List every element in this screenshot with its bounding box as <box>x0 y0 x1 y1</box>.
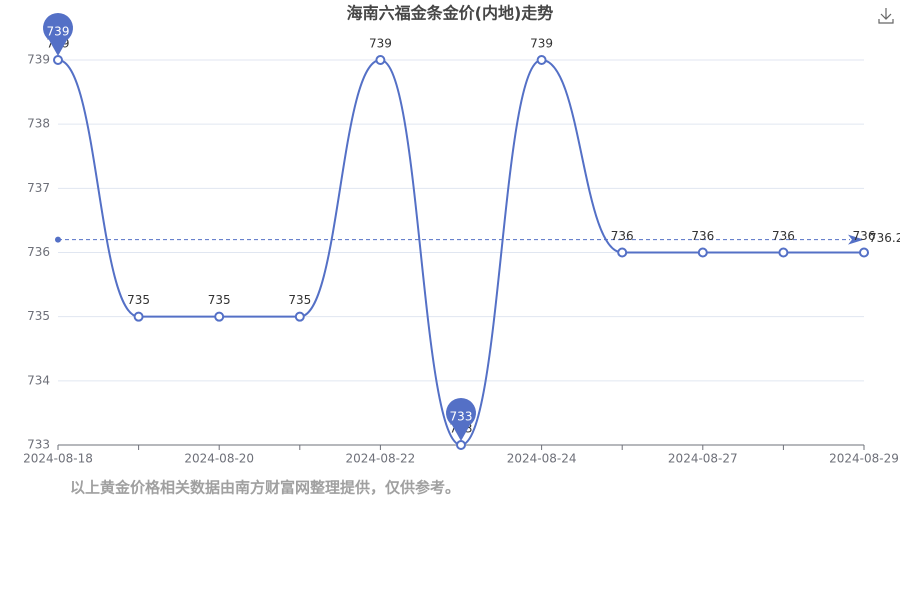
x-tick-label: 2024-08-24 <box>507 452 577 466</box>
x-tick-label: 2024-08-27 <box>668 452 738 466</box>
point <box>778 247 789 258</box>
pin-label: 733 <box>450 410 473 424</box>
y-tick-label: 733 <box>27 438 50 452</box>
point <box>214 311 225 322</box>
pin-label: 739 <box>47 25 70 39</box>
point <box>375 55 386 65</box>
average-label: 736.2 <box>869 231 900 245</box>
point <box>294 311 305 322</box>
point <box>456 440 466 450</box>
y-tick-label: 735 <box>27 309 50 323</box>
data-label: 736 <box>611 229 634 243</box>
point <box>133 311 144 322</box>
point <box>53 55 63 65</box>
point <box>859 247 869 258</box>
pin <box>43 13 73 56</box>
y-tick-label: 739 <box>27 53 50 67</box>
line <box>57 58 864 447</box>
average-arrow <box>848 234 864 245</box>
data-label: 739 <box>369 37 392 51</box>
point <box>617 247 628 258</box>
data-label: 736 <box>853 229 876 243</box>
data-label: 735 <box>288 293 311 307</box>
data-label: 735 <box>127 293 150 307</box>
x-tick-label: 2024-08-22 <box>346 452 416 466</box>
chart-title: 海南六福金条金价(内地)走势 <box>347 4 554 23</box>
download-glyph[interactable] <box>878 8 894 24</box>
y-tick-label: 734 <box>27 373 50 387</box>
data-label: 735 <box>208 293 231 307</box>
y-tick-label: 737 <box>27 181 50 195</box>
y-tick-label: 736 <box>27 245 50 259</box>
average-start <box>55 236 61 243</box>
x-tick-label: 2024-08-20 <box>184 452 254 466</box>
download-icon[interactable] <box>878 8 894 24</box>
x-tick-label: 2024-08-29 <box>829 452 899 466</box>
y-tick-label: 738 <box>27 117 50 131</box>
footnote: 以上黄金价格相关数据由南方财富网整理提供，仅供参考。 <box>70 479 460 497</box>
data-label: 736 <box>772 229 795 243</box>
pin <box>446 398 477 441</box>
data-label: 739 <box>530 37 553 51</box>
point <box>697 247 708 258</box>
x-tick-label: 2024-08-18 <box>23 452 93 466</box>
data-label: 736 <box>691 229 714 243</box>
point <box>536 55 547 65</box>
